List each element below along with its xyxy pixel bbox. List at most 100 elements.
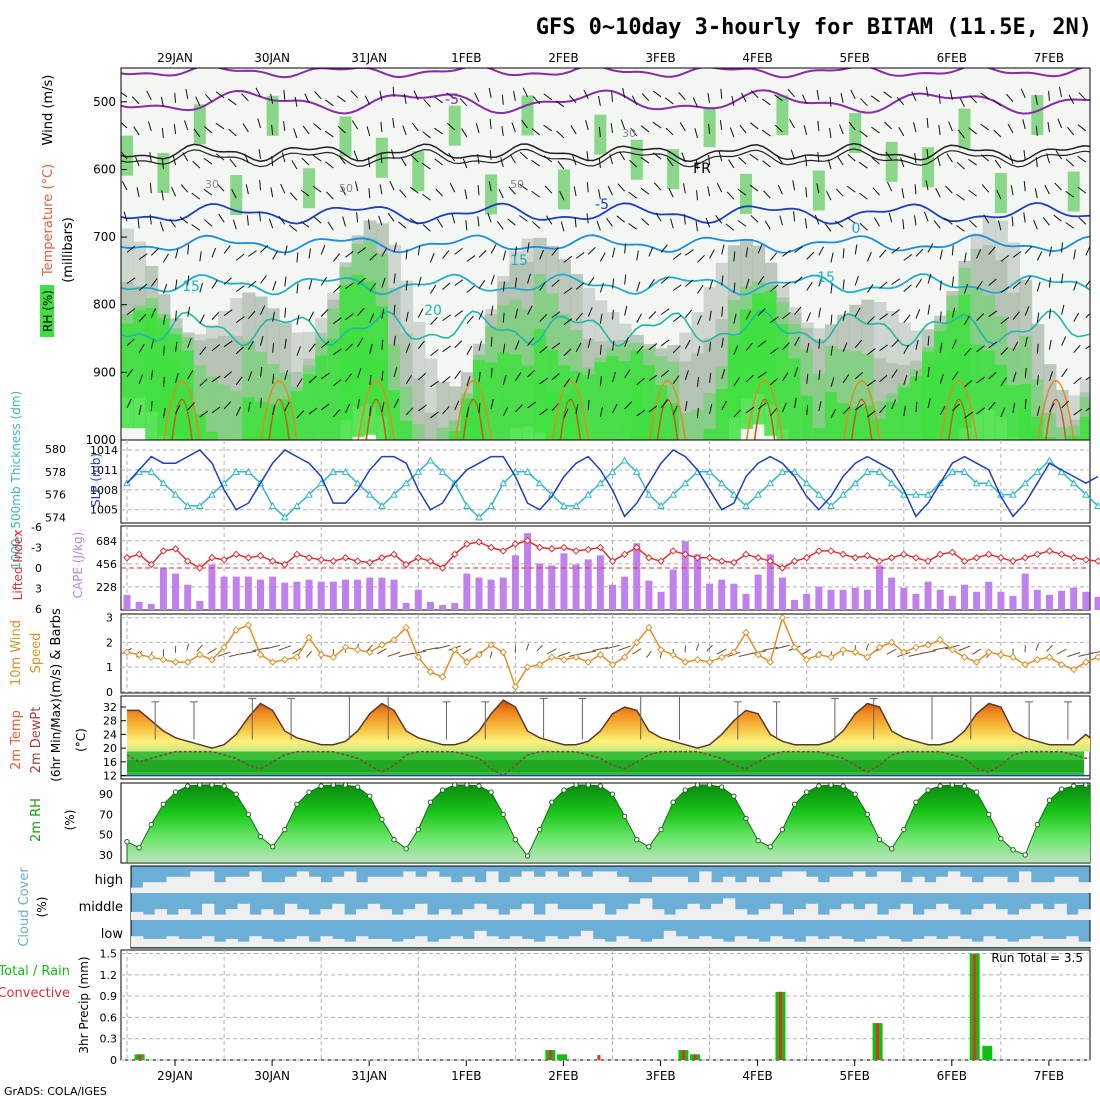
- cloud-high-bar: [308, 876, 321, 893]
- wind-barb: [980, 154, 990, 162]
- wind-barb: [1022, 119, 1026, 130]
- wind-barb: [389, 180, 395, 191]
- wind-barb: [842, 279, 845, 290]
- wind-barb: [980, 92, 990, 100]
- wind-barb: [185, 88, 189, 99]
- wind-barb: [183, 120, 189, 131]
- lifted-index-line-marker: [341, 554, 350, 562]
- thickness-line-marker: [195, 501, 204, 509]
- cloud-middle-bar: [947, 909, 961, 920]
- cloud-high-bar: [628, 882, 641, 893]
- rh-band: [400, 420, 414, 440]
- thickness-line-marker: [1033, 467, 1042, 475]
- cloud-high-bar: [202, 871, 215, 893]
- date-label-bottom: 31JAN: [351, 1069, 387, 1083]
- cloud-level-label: middle: [79, 900, 123, 915]
- cloud-high-bar: [403, 871, 416, 893]
- rh-marker: [609, 791, 616, 797]
- legend-convective: Convective: [0, 986, 70, 1001]
- wind-barb: [393, 398, 399, 409]
- cloud-high-bar: [498, 882, 511, 893]
- rh-marker: [294, 801, 300, 807]
- cloud-middle-bar: [391, 914, 404, 920]
- rh-band: [861, 405, 875, 440]
- cloud-low-bar: [284, 938, 298, 947]
- wind-barb: [182, 152, 189, 162]
- pressure-tick-label: 700: [93, 230, 116, 244]
- lifted-index-line-marker: [353, 557, 362, 565]
- wind-barb: [498, 188, 504, 199]
- thickness-line-marker: [717, 479, 726, 487]
- cloud-low-bar: [344, 941, 357, 947]
- precip-bars: [134, 953, 993, 1060]
- wind-barb: [782, 372, 789, 382]
- wind-barb: [709, 404, 713, 415]
- rh-band: [121, 135, 133, 176]
- wind-barb: [121, 150, 128, 160]
- wind-barb: [696, 190, 698, 201]
- cape-tick-label: 684: [96, 535, 117, 548]
- cloud-low-bar: [865, 938, 878, 947]
- cape-bar: [876, 565, 884, 610]
- lifted-index-line-marker: [123, 554, 131, 562]
- wind-barb: [345, 373, 352, 383]
- rh-marker: [597, 783, 604, 789]
- rh-unit-label: (%): [63, 810, 77, 831]
- wind-speed-line-marker: [839, 646, 847, 654]
- surface-wind-barb: [377, 648, 387, 655]
- lifted-index-line-marker: [1033, 550, 1042, 559]
- date-label-bottom: 4FEB: [742, 1069, 772, 1083]
- wind-barb: [272, 250, 279, 260]
- wind-barb: [976, 281, 983, 290]
- run-total-annotation: Run Total = 3.5: [991, 951, 1083, 965]
- rh-band: [885, 401, 899, 440]
- rh-marker: [197, 783, 203, 788]
- surface-wind-barb: [958, 645, 971, 652]
- wind-barb: [398, 221, 407, 229]
- wind-barb: [272, 311, 275, 322]
- wind-barb: [794, 397, 797, 409]
- cloud-middle-bar: [403, 909, 416, 920]
- wind-barb: [312, 185, 322, 193]
- cloud-high-bar: [545, 871, 558, 893]
- temperature-tick-label: 20: [103, 742, 117, 755]
- wind-barb: [830, 377, 835, 387]
- wind-barb: [694, 128, 698, 139]
- wind-barb: [187, 370, 194, 380]
- cloud-high-bar: [486, 871, 499, 893]
- wind-barb: [320, 276, 328, 286]
- temperature-contour: [842, 380, 881, 440]
- temperature-tick-label: 24: [103, 728, 117, 741]
- wind-barb: [543, 124, 553, 132]
- rh-marker: [415, 826, 421, 833]
- cloud-middle-bar: [592, 903, 606, 920]
- wind-barb: [1023, 150, 1026, 161]
- li-tick-label: 0: [35, 562, 42, 575]
- wind-barb: [531, 128, 540, 136]
- wind-barb: [715, 215, 723, 224]
- rh-marker: [755, 838, 761, 844]
- wind-tick-label: 3: [106, 612, 113, 625]
- cloud-middle-bar: [1054, 903, 1067, 920]
- wind-barb: [337, 95, 346, 103]
- wind-barb: [551, 247, 559, 256]
- wind-barb: [159, 221, 164, 232]
- wind-barb: [867, 316, 875, 324]
- wind-barb: [134, 156, 140, 167]
- cloud-low-bar: [533, 941, 546, 947]
- lifted-index-line-marker: [451, 550, 459, 559]
- cloud-middle-bar: [533, 914, 546, 920]
- cloud-high-bar: [888, 871, 902, 893]
- wind-barb: [449, 182, 456, 193]
- rh-band: [642, 406, 656, 440]
- cape-bar: [888, 577, 896, 610]
- rh-band: [339, 116, 352, 157]
- cloud-high-bar: [213, 882, 227, 893]
- cloud-high-bar: [249, 871, 262, 893]
- wind-barb: [939, 249, 943, 260]
- wind-barb: [1090, 163, 1098, 169]
- rh-band: [1079, 417, 1090, 440]
- lifted-index-line-marker: [159, 547, 168, 555]
- wind-barb: [393, 273, 396, 284]
- wind-barb: [379, 90, 383, 101]
